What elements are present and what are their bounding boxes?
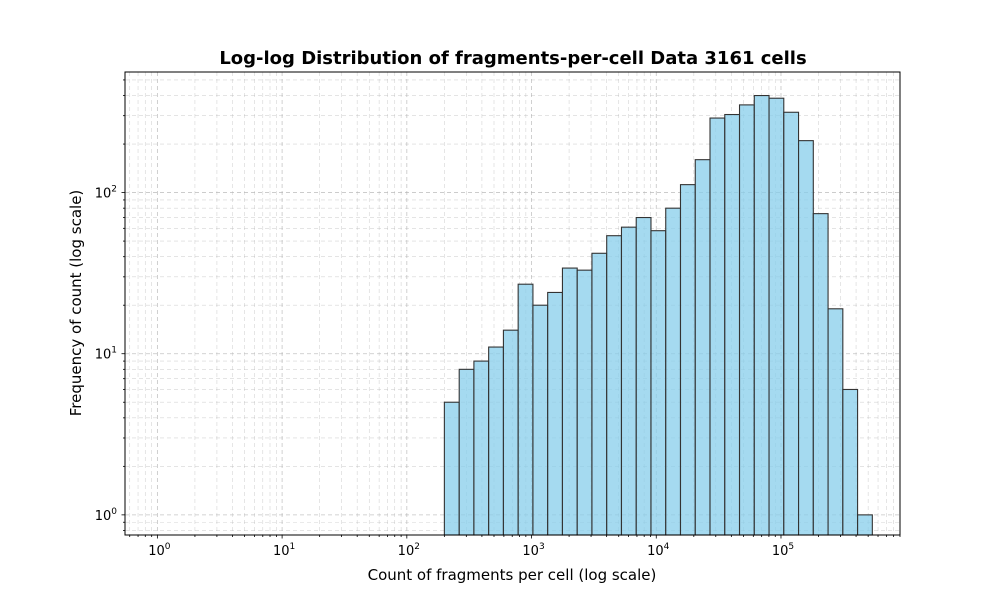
histogram-bars (443, 94, 873, 536)
histogram-bar (473, 360, 490, 536)
histogram-bar (488, 346, 504, 536)
histogram-bar (857, 514, 873, 536)
histogram-bar (797, 140, 814, 536)
histogram-bar (502, 329, 519, 536)
histogram-bar (665, 207, 682, 536)
x-tick-label: 101 (273, 542, 295, 559)
x-axis-label: Count of fragments per cell (log scale) (368, 566, 657, 584)
histogram-bar (768, 97, 785, 536)
chart-title: Log-log Distribution of fragments-per-ce… (219, 48, 806, 69)
histogram-bar (620, 226, 637, 536)
y-tick-label: 102 (95, 185, 117, 202)
histogram-bar (443, 401, 460, 536)
histogram-bar (753, 94, 770, 536)
histogram-bar (827, 308, 844, 536)
histogram-bar (458, 368, 475, 536)
y-axis-label: Frequency of count (log scale) (67, 190, 85, 417)
x-tick-label: 102 (398, 542, 420, 559)
histogram-bar (812, 213, 829, 536)
axis-ticks: 100 101 102 103 104 105 100 101 102 (95, 79, 901, 559)
histogram-bar (679, 184, 696, 536)
y-tick-label: 101 (95, 346, 117, 363)
histogram-bar (635, 216, 652, 536)
y-tick-label: 100 (95, 507, 118, 524)
histogram-bar (783, 111, 800, 536)
histogram-bar (650, 230, 667, 536)
x-tick-label: 100 (148, 542, 171, 559)
histogram-bar (532, 304, 549, 536)
histogram-bar (694, 159, 711, 536)
x-tick-label: 103 (522, 542, 544, 559)
histogram-bar (591, 252, 608, 536)
histogram-bar (738, 104, 755, 536)
histogram-bar (547, 291, 563, 536)
histogram-bar (606, 235, 623, 536)
x-tick-label: 104 (647, 542, 670, 559)
x-tick-label: 105 (772, 542, 794, 559)
histogram-bar (561, 267, 578, 536)
histogram-bar (842, 388, 859, 536)
histogram-bar (724, 113, 741, 536)
histogram-bar (709, 117, 726, 536)
histogram-bar (517, 283, 534, 536)
histogram-bar (576, 269, 593, 536)
